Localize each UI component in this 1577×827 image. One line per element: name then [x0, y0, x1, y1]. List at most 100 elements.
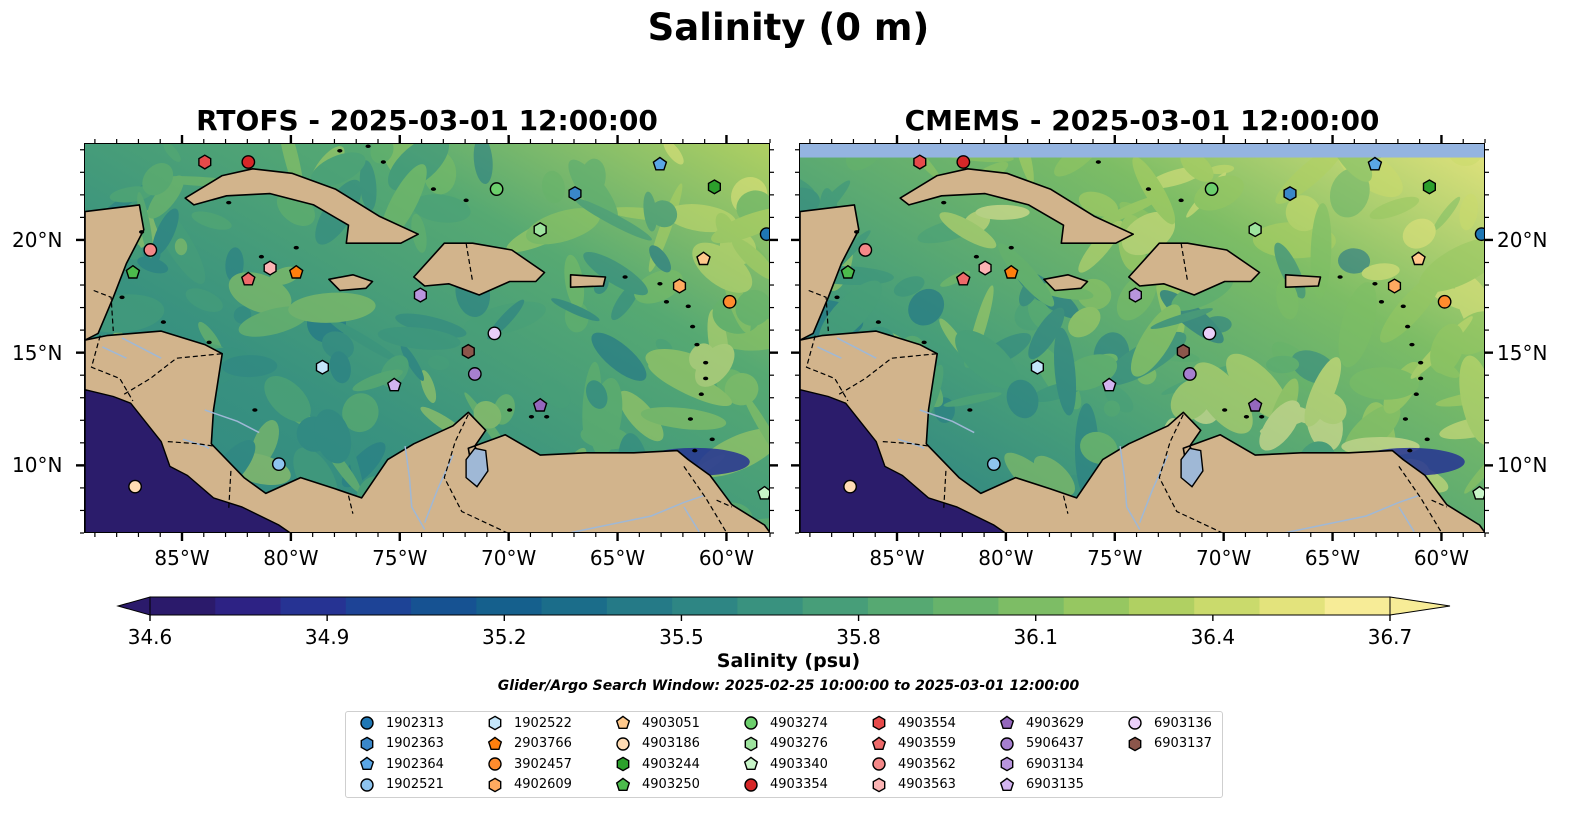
float-marker-4903250 — [840, 264, 856, 279]
float-marker-4903629 — [1247, 397, 1263, 412]
legend-item: 4903274 — [742, 713, 828, 733]
float-marker-6903137 — [461, 343, 475, 360]
country-borders — [805, 243, 1448, 532]
float-marker-5906437 — [1182, 367, 1197, 381]
colorbar-segment — [411, 597, 477, 615]
float-marker-1902363 — [1283, 185, 1297, 202]
legend-marker-icon — [999, 715, 1015, 730]
float-markers — [125, 154, 769, 500]
legend-item: 4903562 — [870, 754, 956, 774]
float-marker-4903244 — [707, 179, 721, 195]
legend-item: 3902457 — [486, 754, 572, 774]
colorbar-segment — [1194, 597, 1261, 615]
float-marker-4903559 — [240, 271, 256, 286]
colorbar — [116, 596, 1451, 621]
float-marker-4903051 — [696, 251, 711, 266]
legend-item: 1902522 — [486, 713, 572, 733]
float-marker-2903766 — [1003, 264, 1019, 279]
legend-item: 4903276 — [742, 734, 828, 754]
legend-marker-icon — [744, 736, 758, 751]
land — [85, 167, 769, 532]
legend-marker-icon — [999, 777, 1015, 791]
float-marker-1902363 — [568, 185, 582, 202]
float-marker-4903562 — [143, 243, 158, 257]
lake-maracaibo — [465, 447, 489, 488]
float-marker-4903563 — [263, 260, 277, 276]
float-marker-4903250 — [125, 264, 141, 279]
legend-label: 4903186 — [642, 736, 700, 751]
legend-marker-icon — [743, 756, 759, 771]
legend-item: 4903250 — [614, 775, 700, 795]
rivers — [817, 337, 1419, 532]
legend-item: 4902609 — [486, 775, 572, 795]
legend-label: 1902521 — [386, 777, 444, 792]
legend-item: 4903559 — [870, 734, 956, 754]
legend-item: 6903135 — [998, 775, 1084, 795]
float-marker-6903135 — [1101, 377, 1117, 392]
legend-label: 4903629 — [1026, 715, 1084, 731]
legend-label: 6903137 — [1154, 736, 1212, 751]
float-marker-1902521 — [271, 457, 286, 472]
legend-label: 6903134 — [1026, 756, 1084, 772]
legend-label: 4903244 — [642, 756, 700, 772]
float-legend: 1902313 1902363 1902364 1902521 1902522 29037… — [345, 711, 1223, 798]
colorbar-segment — [867, 597, 934, 615]
legend-item: 2903766 — [486, 734, 572, 754]
lon-tick-label: 85°W — [154, 546, 210, 570]
colorbar-tick-label: 35.5 — [659, 625, 704, 649]
legend-marker-icon — [488, 777, 502, 792]
legend-marker-icon — [744, 777, 758, 792]
colorbar-segment — [476, 597, 543, 615]
lon-tick-label: 75°W — [372, 546, 428, 570]
legend-item: 4903051 — [614, 713, 700, 733]
legend-label: 1902364 — [386, 756, 444, 772]
legend-label: 5906437 — [1026, 736, 1084, 751]
lon-tick-label: 70°W — [481, 546, 537, 570]
legend-label: 4903340 — [770, 756, 828, 772]
colorbar-segment — [150, 597, 216, 615]
float-marker-4903340 — [757, 485, 769, 500]
float-marker-4903563 — [978, 260, 992, 276]
legend-label: 4903554 — [898, 715, 956, 731]
legend-label: 1902363 — [386, 736, 444, 751]
legend-marker-icon — [1000, 736, 1014, 751]
float-marker-4903186 — [128, 479, 142, 494]
colorbar-tick-label: 35.2 — [482, 625, 527, 649]
float-marker-6903137 — [1176, 343, 1190, 360]
float-marker-4903051 — [1411, 251, 1426, 266]
legend-item: 4903354 — [742, 775, 828, 795]
float-marker-4903274 — [1204, 182, 1219, 196]
legend-item: 4903340 — [742, 754, 828, 774]
colorbar-segment — [606, 597, 673, 615]
legend-marker-icon — [487, 736, 503, 750]
small-islands — [119, 144, 715, 453]
legend-marker-icon — [488, 757, 502, 771]
colorbar-tick-label: 34.9 — [304, 625, 350, 649]
float-marker-4902609 — [1387, 278, 1402, 294]
float-marker-4903340 — [1472, 485, 1484, 500]
lon-tick-label: 80°W — [263, 546, 319, 570]
float-marker-4903276 — [1248, 221, 1262, 238]
legend-item: 1902521 — [358, 775, 444, 795]
colorbar-segment — [737, 597, 804, 615]
legend-item: 6903134 — [998, 754, 1084, 774]
legend-marker-icon — [1128, 716, 1142, 730]
legend-marker-icon — [615, 777, 631, 791]
float-marker-4903562 — [858, 243, 873, 257]
float-marker-1902364 — [1367, 156, 1383, 171]
legend-marker-icon — [488, 715, 502, 731]
map-panel-cmems — [799, 143, 1485, 533]
colorbar-segment — [345, 597, 412, 615]
legend-marker-icon — [744, 716, 758, 730]
float-marker-4903354 — [956, 155, 971, 169]
legend-item: 6903137 — [1126, 734, 1212, 754]
lat-tick-label: 15°N — [12, 340, 63, 365]
lon-tick-label: 60°W — [698, 546, 755, 570]
float-marker-4903354 — [241, 155, 256, 169]
lat-tick-label: 20°N — [12, 227, 63, 252]
float-marker-4903629 — [532, 397, 548, 412]
no-data-strip — [800, 144, 1484, 158]
colorbar-segment — [215, 597, 282, 615]
land — [800, 167, 1484, 532]
